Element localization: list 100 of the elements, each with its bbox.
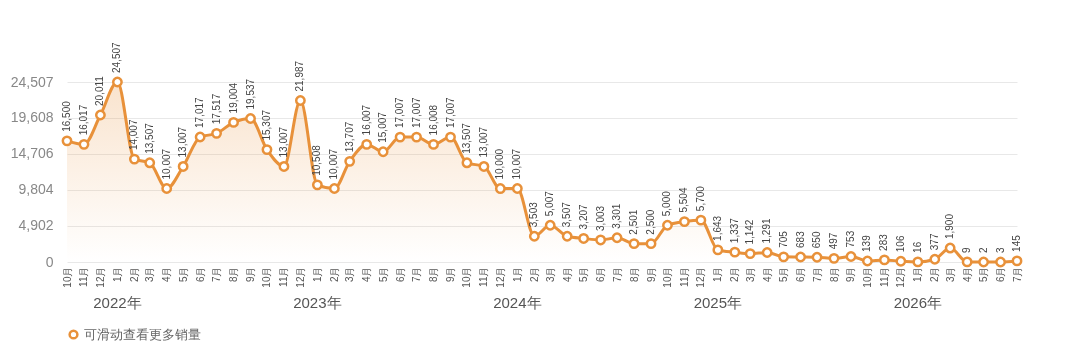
point <box>978 256 990 268</box>
x-tick-label: 3月 <box>144 266 156 283</box>
data-label: 13,507 <box>460 122 472 154</box>
x-tick-label: 1月 <box>111 266 123 283</box>
data-label: 3,301 <box>611 203 623 229</box>
x-tick-label: 1月 <box>511 266 523 283</box>
point <box>544 219 556 231</box>
data-label: 16,017 <box>77 104 89 136</box>
x-tick-label: 11月 <box>78 266 90 287</box>
x-tick-label: 12月 <box>294 266 306 288</box>
data-label: 14,007 <box>128 119 140 151</box>
data-label: 650 <box>811 231 823 249</box>
data-label: 16,008 <box>427 104 439 136</box>
x-tick-label: 9月 <box>245 266 257 283</box>
data-label: 3 <box>994 246 1006 253</box>
data-label: 705 <box>777 230 789 248</box>
data-label: 13,707 <box>343 121 355 153</box>
data-label: 10,000 <box>494 148 506 180</box>
point <box>261 144 273 155</box>
data-label: 10,007 <box>328 148 340 180</box>
x-tick-label: 4月 <box>761 266 773 283</box>
point <box>561 230 573 242</box>
point <box>111 76 123 88</box>
x-tick-label: 3月 <box>344 266 356 283</box>
point <box>161 183 173 194</box>
point <box>611 232 623 244</box>
data-label: 19,537 <box>244 78 256 110</box>
data-label: 20,011 <box>94 75 106 107</box>
data-label: 9 <box>961 246 973 253</box>
x-tick-label: 5月 <box>177 266 189 283</box>
x-tick-label: 7月 <box>611 266 623 283</box>
point <box>478 161 490 172</box>
x-tick-label: 8月 <box>428 266 440 283</box>
data-label: 17,007 <box>410 97 422 129</box>
x-tick-label: 9月 <box>845 266 857 283</box>
point <box>428 139 439 150</box>
data-label: 497 <box>828 232 840 250</box>
x-tick-label: 10月 <box>261 266 273 288</box>
x-tick-label: 3月 <box>944 266 956 283</box>
x-tick-label: 5月 <box>578 266 590 283</box>
x-tick-label: 8月 <box>628 266 640 283</box>
data-label: 16,500 <box>61 100 72 132</box>
point <box>377 146 389 158</box>
point <box>445 131 456 143</box>
x-tick-label: 11月 <box>878 266 890 287</box>
point <box>245 113 256 124</box>
x-tick-label: 11月 <box>478 266 490 287</box>
data-label: 5,000 <box>661 190 673 217</box>
x-tick-label: 12月 <box>695 266 707 288</box>
data-label: 139 <box>861 234 873 252</box>
point <box>177 161 189 172</box>
data-label: 377 <box>928 233 940 251</box>
data-label: 13,007 <box>477 126 489 158</box>
data-label: 683 <box>794 230 806 248</box>
point <box>862 255 873 267</box>
x2-tick-label: 2024年 <box>493 294 542 311</box>
x-tick-label: 9月 <box>445 266 457 283</box>
x-tick-label: 7月 <box>1011 266 1023 283</box>
point <box>278 161 290 172</box>
point <box>411 131 422 143</box>
data-label: 10,007 <box>511 148 523 180</box>
x-tick-label: 2月 <box>929 266 941 283</box>
point <box>128 153 140 165</box>
data-label: 10,007 <box>160 148 172 180</box>
x-tick-label: 6月 <box>194 266 206 283</box>
data-label: 2,500 <box>645 209 657 235</box>
x-tick-label: 5月 <box>377 266 389 283</box>
data-label: 17,017 <box>194 96 206 129</box>
point <box>311 179 323 191</box>
x-tick-label: 4月 <box>161 266 173 283</box>
x2-tick-label: 2023年 <box>293 294 342 311</box>
point <box>878 254 890 266</box>
x-tick-label: 11月 <box>678 266 690 287</box>
data-label: 17,007 <box>394 97 406 129</box>
point <box>744 248 756 260</box>
point <box>228 116 239 128</box>
x-tick-label: 1月 <box>912 266 924 283</box>
data-label: 1,900 <box>944 213 956 240</box>
data-label: 16,007 <box>360 104 372 136</box>
x-tick-label: 6月 <box>995 266 1007 283</box>
x-tick-label: 7月 <box>811 266 823 283</box>
point <box>528 230 540 242</box>
x-tick-label: 10月 <box>461 266 473 288</box>
x-tick-label: 3月 <box>544 266 556 283</box>
data-label: 1,337 <box>728 217 740 244</box>
point <box>712 244 724 256</box>
data-label: 753 <box>845 230 856 248</box>
x-tick-label: 8月 <box>828 266 840 283</box>
x2-tick-label: 2026年 <box>893 294 943 311</box>
data-label: 24,507 <box>111 41 123 73</box>
data-label: 3,207 <box>577 203 589 230</box>
point <box>1011 255 1023 267</box>
point <box>912 256 924 268</box>
x-tick-label: 10月 <box>861 266 873 288</box>
point <box>394 131 406 143</box>
point <box>828 252 840 264</box>
data-label: 16 <box>911 241 923 253</box>
data-label: 13,507 <box>143 122 155 154</box>
data-label: 19,004 <box>227 82 239 114</box>
point <box>695 214 707 226</box>
